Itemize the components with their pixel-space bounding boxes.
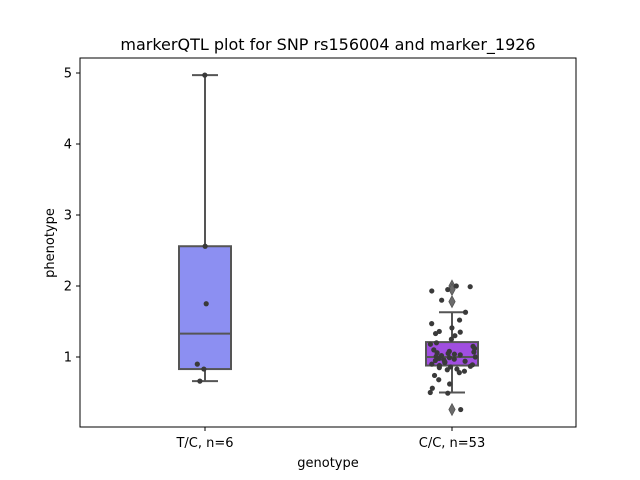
data-point xyxy=(432,330,439,337)
data-point xyxy=(461,368,468,374)
data-point xyxy=(429,385,435,391)
data-point xyxy=(448,336,454,342)
data-point xyxy=(449,325,455,331)
data-point xyxy=(472,354,478,360)
data-point xyxy=(429,288,435,294)
y-tick-label: 4 xyxy=(64,138,72,153)
data-point xyxy=(433,340,440,346)
y-tick-label: 3 xyxy=(64,209,72,224)
data-point xyxy=(445,350,451,357)
x-tick-label: C/C, n=53 xyxy=(419,436,485,451)
data-point xyxy=(427,389,433,396)
x-tick-label: T/C, n=6 xyxy=(175,436,233,451)
x-axis: T/C, n=6 C/C, n=53 xyxy=(175,427,485,451)
y-axis: 1 2 3 4 5 xyxy=(64,67,80,366)
y-tick-label: 2 xyxy=(64,280,72,295)
data-point xyxy=(456,317,463,323)
data-point xyxy=(451,356,457,362)
data-point xyxy=(444,367,450,373)
y-axis-label: phenotype xyxy=(43,208,58,278)
data-point xyxy=(432,357,438,364)
data-point xyxy=(442,360,448,366)
data-point xyxy=(456,370,462,376)
data-point xyxy=(452,333,458,339)
data-point xyxy=(462,358,468,364)
x-axis-label: genotype xyxy=(297,456,358,471)
outlier-marker xyxy=(448,294,456,309)
data-point xyxy=(202,72,208,78)
y-tick-label: 5 xyxy=(64,67,72,82)
data-point xyxy=(458,406,464,413)
data-point xyxy=(427,341,434,347)
data-point xyxy=(447,381,453,387)
data-point xyxy=(471,349,477,355)
data-point xyxy=(436,355,442,362)
data-point xyxy=(445,286,451,293)
box-iqr xyxy=(178,245,232,371)
data-point xyxy=(457,352,463,358)
data-point xyxy=(203,301,209,307)
plot-area-frame xyxy=(79,57,577,428)
data-point xyxy=(446,355,452,361)
data-point xyxy=(429,361,435,367)
data-point xyxy=(431,372,438,379)
data-point xyxy=(445,390,451,396)
data-point xyxy=(467,363,474,369)
data-point xyxy=(439,297,445,303)
y-tick-label: 1 xyxy=(64,351,72,366)
data-point xyxy=(453,283,459,289)
data-point xyxy=(451,351,458,357)
points-group xyxy=(194,72,478,413)
data-point xyxy=(429,321,435,327)
data-point xyxy=(467,284,473,290)
data-point xyxy=(436,365,442,371)
data-point xyxy=(436,377,442,383)
data-point xyxy=(202,243,208,249)
data-point xyxy=(197,378,203,384)
data-point xyxy=(194,361,200,367)
chart-title: markerQTL plot for SNP rs156004 and mark… xyxy=(120,35,535,55)
data-point xyxy=(201,366,207,372)
data-point xyxy=(462,309,469,315)
data-point xyxy=(457,329,463,335)
outlier-marker xyxy=(448,402,456,417)
